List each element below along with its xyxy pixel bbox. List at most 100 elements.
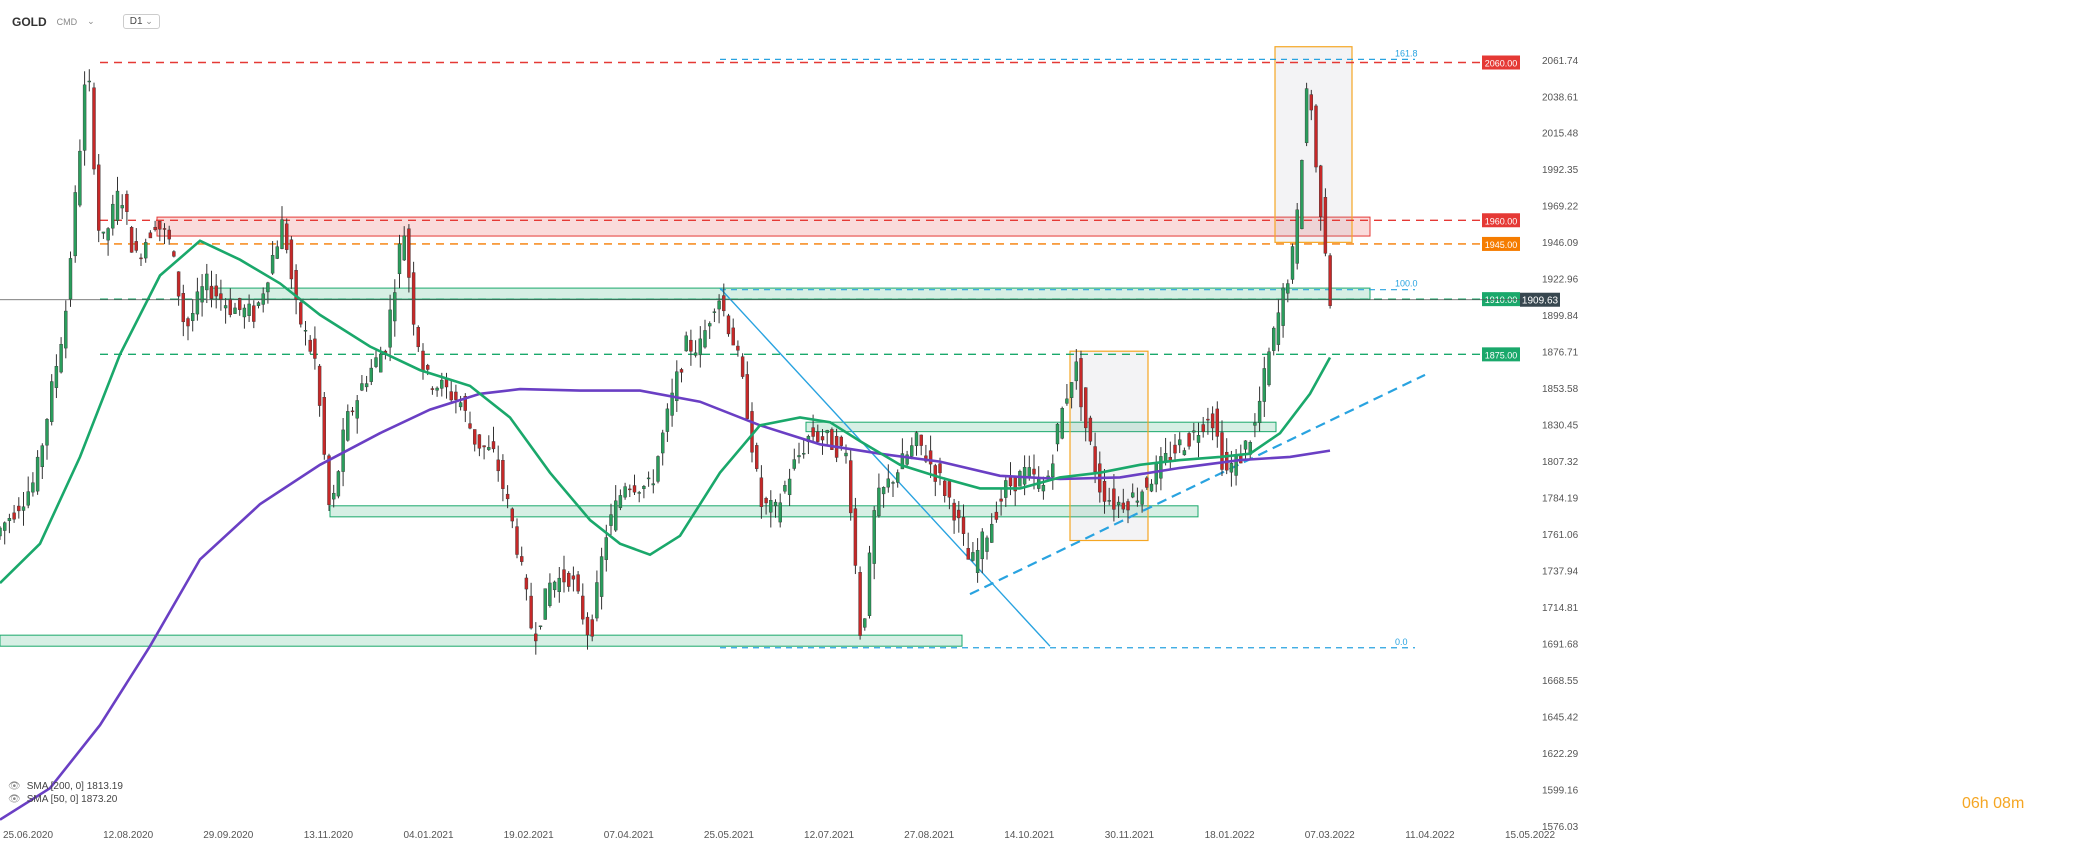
candle-body xyxy=(853,508,858,566)
candle-body xyxy=(863,618,867,628)
candle-body xyxy=(125,193,129,212)
x-tick-label: 07.04.2021 xyxy=(604,830,654,841)
candle-body xyxy=(129,227,134,253)
candle-body xyxy=(473,429,477,445)
candle-body xyxy=(45,419,49,446)
candle-body xyxy=(209,285,214,299)
x-tick-label: 11.04.2022 xyxy=(1405,830,1455,841)
legend-sma200-label: SMA [200, 0] 1813.19 xyxy=(26,781,123,792)
candle-body xyxy=(952,502,956,521)
candle-body xyxy=(595,582,599,619)
legend-item[interactable]: 👁 SMA [200, 0] 1813.19 xyxy=(8,780,123,793)
candle-body xyxy=(78,150,82,206)
candle-body xyxy=(698,338,702,356)
candle-body xyxy=(900,453,905,470)
candle-body xyxy=(567,572,571,587)
candle-body xyxy=(275,246,279,259)
x-tick-label: 07.03.2022 xyxy=(1305,830,1355,841)
candle-body xyxy=(172,251,176,257)
candle-body xyxy=(736,345,740,351)
candle-body xyxy=(35,456,40,492)
candle-body xyxy=(1253,422,1257,426)
candle-body xyxy=(599,556,604,597)
candle-body xyxy=(1300,159,1304,229)
timeframe-selector[interactable]: D1 ⌄ xyxy=(122,14,160,29)
candle-body xyxy=(1083,387,1088,429)
candle-body xyxy=(82,84,87,151)
symbol-label[interactable]: GOLD xyxy=(12,14,47,29)
y-tick-label: 1830.45 xyxy=(1542,421,1579,432)
y-tick-label: 1714.81 xyxy=(1542,603,1579,614)
candle-body xyxy=(115,190,120,221)
candle-body xyxy=(543,588,547,620)
candle-body xyxy=(1286,283,1290,294)
candle-body xyxy=(971,552,975,561)
candle-body xyxy=(1163,453,1168,462)
candle-body xyxy=(614,500,618,531)
candle-body xyxy=(961,517,966,534)
x-tick-label: 13.11.2020 xyxy=(304,830,354,841)
candle-body xyxy=(957,509,961,519)
candle-body xyxy=(139,257,143,260)
x-tick-label: 12.07.2021 xyxy=(804,830,854,841)
candle-body xyxy=(1309,94,1314,111)
candle-body xyxy=(101,231,106,234)
level-tag xyxy=(1482,292,1520,307)
candle-body xyxy=(120,205,124,209)
y-tick-label: 1853.58 xyxy=(1542,384,1579,395)
candle-body xyxy=(64,310,68,349)
symbol-dropdown-icon[interactable]: ⌄ xyxy=(87,16,95,26)
candle-body xyxy=(1328,255,1332,306)
candle-body xyxy=(783,485,787,492)
candle-body xyxy=(670,392,674,416)
candle-body xyxy=(106,228,110,241)
candle-body xyxy=(322,397,326,455)
candle-body xyxy=(1074,361,1079,382)
level-label: 1910.00 xyxy=(1485,295,1518,305)
candle-body xyxy=(501,460,505,489)
x-tick-label: 19.02.2021 xyxy=(504,830,554,841)
candle-body xyxy=(1145,477,1149,488)
last-price-tag xyxy=(1520,292,1560,307)
support-resistance-zone xyxy=(329,505,1199,518)
candle-body xyxy=(1234,454,1238,476)
market-label: CMD xyxy=(56,16,78,27)
y-tick-label: 1691.68 xyxy=(1542,640,1579,651)
candle-body xyxy=(651,483,655,486)
candle-body xyxy=(618,495,623,508)
legend-item[interactable]: 👁 SMA [50, 0] 1873.20 xyxy=(8,793,123,806)
trendlines-layer xyxy=(719,287,1426,647)
timeframe-label: D1 xyxy=(129,16,143,27)
candle-body xyxy=(646,477,651,480)
candle-body xyxy=(712,311,717,313)
candle-body xyxy=(162,228,167,230)
candle-body xyxy=(684,335,688,352)
candle-body xyxy=(1149,483,1154,492)
candle-body xyxy=(628,488,632,491)
candle-body xyxy=(933,465,937,482)
candle-body xyxy=(346,411,350,441)
candle-body xyxy=(529,595,533,629)
y-tick-label: 1668.55 xyxy=(1542,676,1579,687)
y-tick-label: 1899.84 xyxy=(1542,311,1579,322)
candle-body xyxy=(350,410,355,413)
candle-body xyxy=(905,454,909,465)
candle-body xyxy=(261,293,265,305)
candle-body xyxy=(839,436,843,446)
candle-body xyxy=(679,369,684,373)
sma-line xyxy=(0,387,1331,821)
candle-body xyxy=(1177,439,1182,446)
candle-body xyxy=(482,445,486,448)
candle-body xyxy=(1318,165,1323,218)
candle-body xyxy=(233,307,237,314)
eye-icon[interactable]: 👁 xyxy=(8,781,21,792)
candle-body xyxy=(317,365,322,406)
candle-body xyxy=(966,548,970,560)
candle-body xyxy=(92,87,96,170)
candle-body xyxy=(980,531,984,560)
candle-body xyxy=(416,327,420,348)
candle-body xyxy=(303,330,308,332)
x-tick-label: 25.06.2020 xyxy=(3,830,53,841)
eye-icon[interactable]: 👁 xyxy=(8,794,21,805)
